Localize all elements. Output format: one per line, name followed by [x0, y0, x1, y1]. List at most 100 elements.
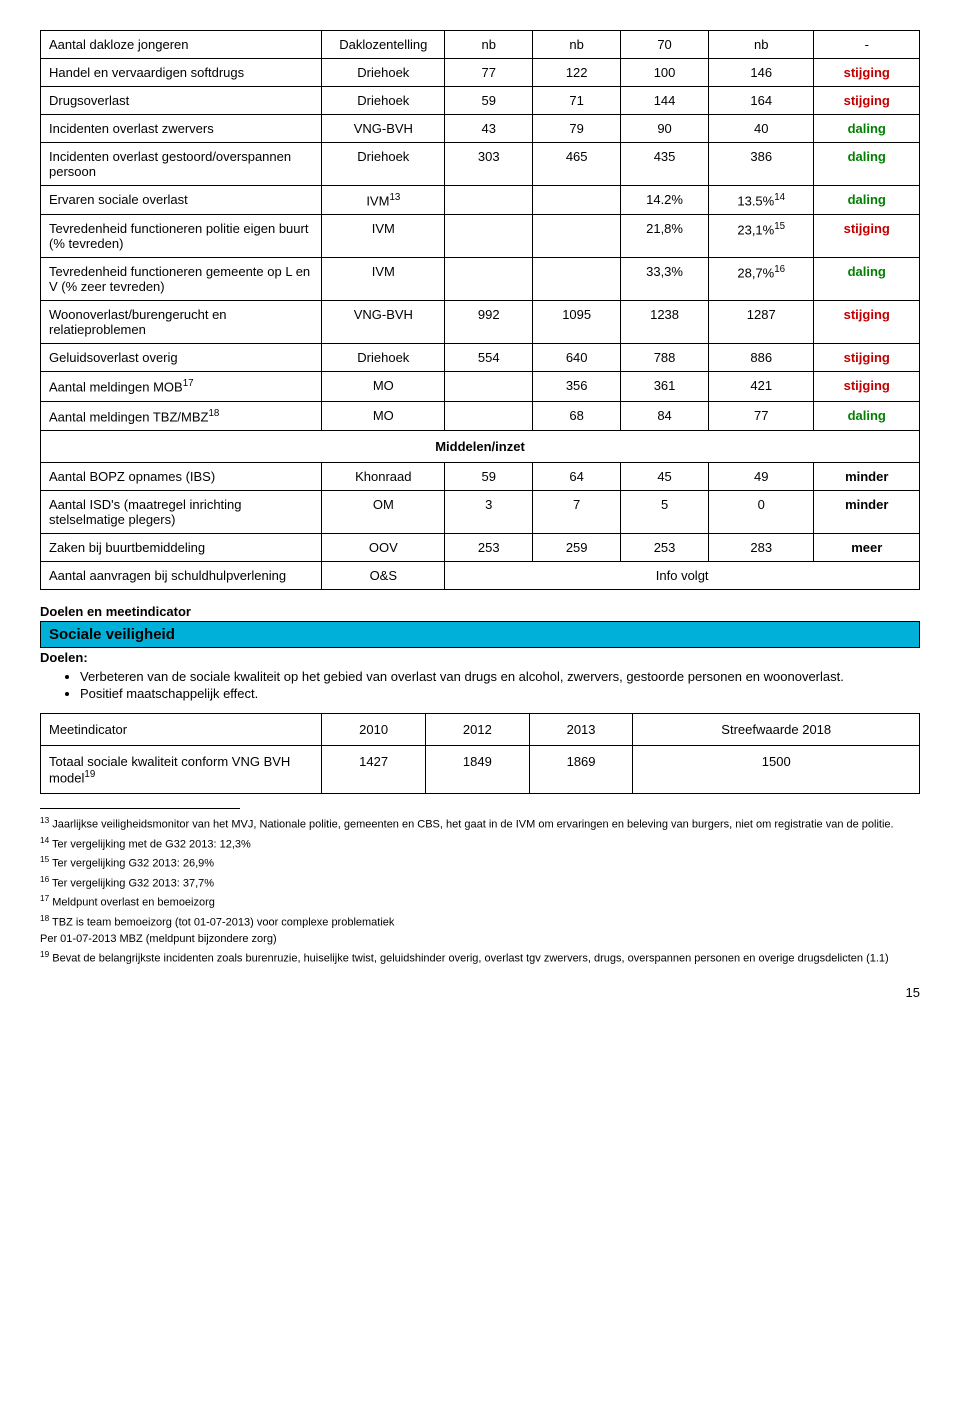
row-value: 1238 — [621, 301, 709, 344]
row-trend: stijging — [814, 372, 920, 401]
footnote: 15 Ter vergelijking G32 2013: 26,9% — [40, 854, 920, 872]
row-value: 253 — [621, 533, 709, 561]
row-value: 33,3% — [621, 258, 709, 301]
row-value: 554 — [445, 344, 533, 372]
footnote: 18 TBZ is team bemoeizorg (tot 01-07-201… — [40, 913, 920, 931]
footnote: 17 Meldpunt overlast en bemoeizorg — [40, 893, 920, 911]
row-value: 1287 — [709, 301, 814, 344]
footnote: 16 Ter vergelijking G32 2013: 37,7% — [40, 874, 920, 892]
indicator-header: 2012 — [425, 713, 529, 745]
row-label: Woonoverlast/burengerucht en relatieprob… — [41, 301, 322, 344]
row-value: 640 — [533, 344, 621, 372]
row-value: 7 — [533, 490, 621, 533]
row-value: 356 — [533, 372, 621, 401]
row-source: IVM13 — [322, 186, 445, 215]
row-value: 21,8% — [621, 215, 709, 258]
row-label: Tevredenheid functioneren gemeente op L … — [41, 258, 322, 301]
table-row: DrugsoverlastDriehoek5971144164stijging — [41, 87, 920, 115]
row-value — [533, 258, 621, 301]
row-value: 465 — [533, 143, 621, 186]
row-trend: stijging — [814, 301, 920, 344]
goals-heading: Doelen en meetindicator — [40, 604, 920, 619]
row-trend: minder — [814, 490, 920, 533]
row-value: 43 — [445, 115, 533, 143]
row-value: 146 — [709, 59, 814, 87]
row-value: 40 — [709, 115, 814, 143]
row-source: MO — [322, 372, 445, 401]
row-label: Aantal ISD's (maatregel inrichting stels… — [41, 490, 322, 533]
row-source: O&S — [322, 561, 445, 589]
row-trend: stijging — [814, 344, 920, 372]
row-value: 5 — [621, 490, 709, 533]
row-value: 90 — [621, 115, 709, 143]
doelen-label: Doelen: — [40, 650, 920, 665]
indicator-header: Meetindicator — [41, 713, 322, 745]
row-value: 49 — [709, 462, 814, 490]
row-value — [445, 186, 533, 215]
row-value: 100 — [621, 59, 709, 87]
row-label: Aantal aanvragen bij schuldhulpverlening — [41, 561, 322, 589]
indicator-header: 2013 — [529, 713, 633, 745]
main-table: Aantal dakloze jongerenDaklozentellingnb… — [40, 30, 920, 590]
row-source: OOV — [322, 533, 445, 561]
row-label: Drugsoverlast — [41, 87, 322, 115]
row-info: Info volgt — [445, 561, 920, 589]
row-value: 79 — [533, 115, 621, 143]
table-row: Zaken bij buurtbemiddelingOOV25325925328… — [41, 533, 920, 561]
row-label: Zaken bij buurtbemiddeling — [41, 533, 322, 561]
row-trend: daling — [814, 186, 920, 215]
row-value: 84 — [621, 401, 709, 430]
row-label: Aantal BOPZ opnames (IBS) — [41, 462, 322, 490]
row-trend: daling — [814, 115, 920, 143]
row-source: Driehoek — [322, 344, 445, 372]
row-value: 71 — [533, 87, 621, 115]
row-value: 386 — [709, 143, 814, 186]
row-trend: daling — [814, 401, 920, 430]
table-row: Incidenten overlast zwerversVNG-BVH43799… — [41, 115, 920, 143]
row-trend: stijging — [814, 59, 920, 87]
row-value: 259 — [533, 533, 621, 561]
row-value — [445, 401, 533, 430]
row-source: Driehoek — [322, 59, 445, 87]
section-header-label: Middelen/inzet — [41, 430, 920, 462]
indicator-header: Streefwaarde 2018 — [633, 713, 920, 745]
row-value: 1095 — [533, 301, 621, 344]
row-value: 361 — [621, 372, 709, 401]
row-label: Aantal meldingen MOB17 — [41, 372, 322, 401]
row-label: Ervaren sociale overlast — [41, 186, 322, 215]
row-source: Driehoek — [322, 143, 445, 186]
row-value — [445, 372, 533, 401]
row-value: 788 — [621, 344, 709, 372]
row-value: 77 — [445, 59, 533, 87]
row-trend: daling — [814, 258, 920, 301]
row-value — [445, 215, 533, 258]
row-source: Daklozentelling — [322, 31, 445, 59]
indicator-value: 1427 — [322, 745, 426, 793]
row-label: Incidenten overlast gestoord/overspannen… — [41, 143, 322, 186]
section-header: Middelen/inzet — [41, 430, 920, 462]
indicator-table: Meetindicator201020122013Streefwaarde 20… — [40, 713, 920, 794]
table-row: Totaal sociale kwaliteit conform VNG BVH… — [41, 745, 920, 793]
footnotes: 13 Jaarlijkse veiligheidsmonitor van het… — [40, 815, 920, 966]
row-value: 886 — [709, 344, 814, 372]
row-value — [445, 258, 533, 301]
row-source: VNG-BVH — [322, 301, 445, 344]
row-source: Khonraad — [322, 462, 445, 490]
row-trend: minder — [814, 462, 920, 490]
row-source: VNG-BVH — [322, 115, 445, 143]
table-row: Tevredenheid functioneren gemeente op L … — [41, 258, 920, 301]
row-value: 70 — [621, 31, 709, 59]
row-trend: meer — [814, 533, 920, 561]
row-source: IVM — [322, 258, 445, 301]
goal-bullet: Positief maatschappelijk effect. — [80, 686, 920, 701]
row-value: 59 — [445, 87, 533, 115]
table-row: Aantal BOPZ opnames (IBS)Khonraad5964454… — [41, 462, 920, 490]
row-label: Geluidsoverlast overig — [41, 344, 322, 372]
row-value: 0 — [709, 490, 814, 533]
goals-bullets: Verbeteren van de sociale kwaliteit op h… — [40, 669, 920, 701]
row-label: Incidenten overlast zwervers — [41, 115, 322, 143]
row-trend: stijging — [814, 215, 920, 258]
row-value: nb — [445, 31, 533, 59]
row-value: 992 — [445, 301, 533, 344]
row-source: OM — [322, 490, 445, 533]
